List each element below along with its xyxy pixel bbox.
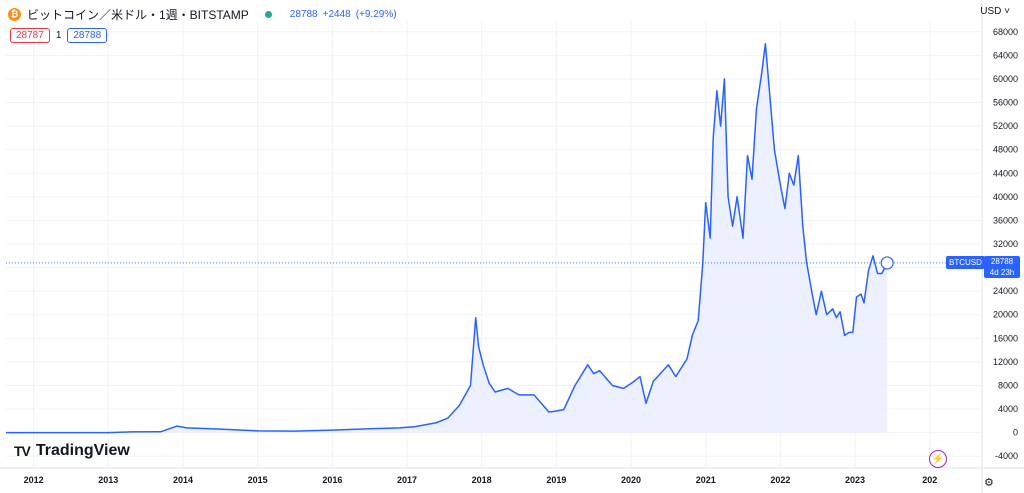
y-tick-label: 60000 [993, 74, 1018, 84]
y-tick-label: 52000 [993, 121, 1018, 131]
y-tick-label: 48000 [993, 145, 1018, 155]
logo-text: TradingView [35, 442, 130, 459]
price-change-pct: (+9.29%) [355, 8, 397, 20]
x-tick-label: 2019 [546, 475, 566, 485]
bitcoin-icon: ₿ [8, 7, 21, 21]
x-tick-label: 2020 [621, 475, 641, 485]
y-tick-label: 44000 [993, 168, 1018, 178]
tradingview-logo: TV TradingView [14, 442, 130, 460]
y-tick-label: 0 [1013, 428, 1018, 438]
x-tick-label: 2021 [696, 475, 716, 485]
x-tick-label: 2014 [173, 475, 193, 485]
x-tick-label: 2015 [248, 475, 268, 485]
last-price: 28788 [289, 8, 318, 20]
chevron-down-icon: ˅ [1001, 6, 1010, 17]
y-tick-label: -4000 [995, 451, 1018, 461]
y-tick-label: 16000 [993, 333, 1018, 343]
y-tick-label: 8000 [998, 380, 1018, 390]
x-tick-label: 2013 [98, 475, 118, 485]
price-change: +2448 [322, 8, 351, 20]
chart-header: ₿ ビットコイン／米ドル・1週・BITSTAMP 28788 +2448 (+9… [8, 6, 397, 22]
area-fill [6, 43, 888, 433]
bar-countdown: 4d 23h [989, 268, 1015, 277]
lightning-icon[interactable]: ⚡ [929, 450, 947, 468]
y-tick-label: 32000 [993, 239, 1018, 249]
y-tick-label: 12000 [993, 357, 1018, 367]
y-tick-label: 68000 [993, 27, 1018, 37]
price-line [6, 42, 888, 434]
y-tick-label: 40000 [993, 192, 1018, 202]
price-info: 28788 +2448 (+9.29%) [290, 9, 397, 20]
symbol-title[interactable]: ビットコイン／米ドル・1週・BITSTAMP [27, 7, 249, 22]
x-tick-label: 2022 [770, 475, 790, 485]
y-tick-label: 24000 [993, 286, 1018, 296]
bid-ask-row: 28787 1 28788 [10, 28, 108, 43]
market-status-icon [264, 10, 272, 18]
y-tick-label: 20000 [993, 310, 1018, 320]
x-tick-label: 2017 [397, 475, 417, 485]
last-price-marker [880, 256, 894, 270]
current-price-label: 28788 4d 23h [984, 256, 1020, 278]
symbol-tag: BTCUSD [946, 256, 985, 269]
current-price: 28788 [990, 257, 1014, 266]
y-tick-label: 56000 [993, 98, 1018, 108]
sell-button[interactable]: 28787 [10, 28, 50, 43]
spread-value: 1 [55, 30, 62, 41]
y-tick-label: 64000 [993, 50, 1018, 60]
x-tick-label: 202 [922, 475, 937, 485]
gear-icon[interactable]: ⚙ [984, 477, 994, 489]
x-tick-label: 2012 [24, 475, 44, 485]
tv-logo-icon: TV [14, 443, 31, 459]
y-tick-label: 36000 [993, 215, 1018, 225]
y-tick-label: 4000 [998, 404, 1018, 414]
buy-button[interactable]: 28788 [67, 28, 108, 43]
x-tick-label: 2023 [845, 475, 865, 485]
currency-select[interactable]: USD ˅ [980, 6, 1010, 17]
x-tick-label: 2016 [322, 475, 342, 485]
x-tick-label: 2018 [472, 475, 492, 485]
